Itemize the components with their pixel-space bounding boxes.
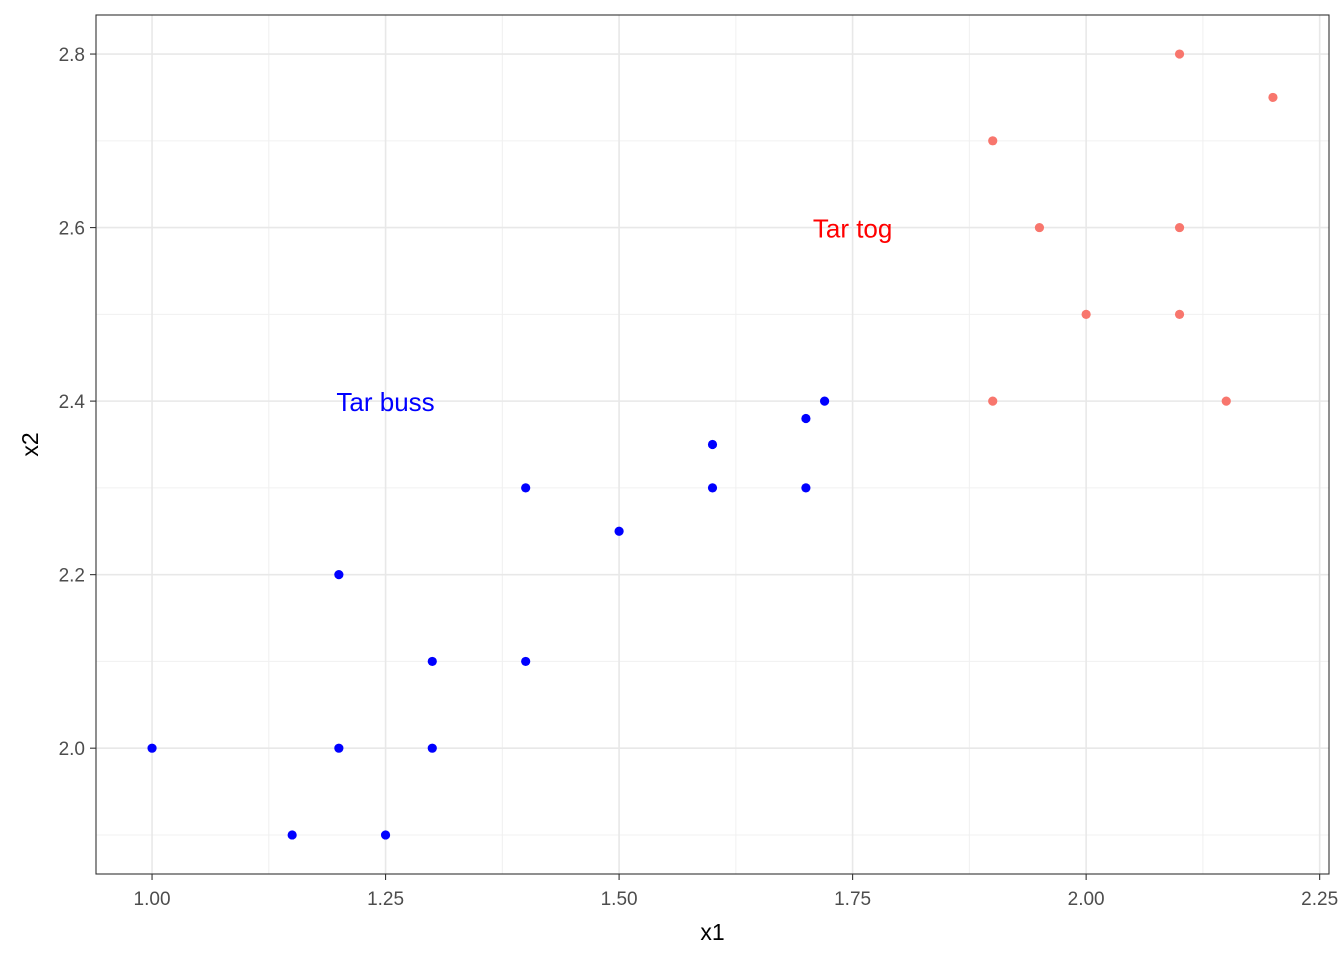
y-axis: 2.0 2.2 2.4 2.6 2.8 [59,45,96,760]
x-tick-label: 1.25 [367,889,404,910]
y-tick-label: 2.0 [59,739,85,760]
x-axis-title: x1 [700,919,724,945]
data-point [334,743,344,753]
y-tick-label: 2.4 [59,392,86,413]
data-point [521,483,531,493]
data-point [147,743,157,753]
y-tick-label: 2.6 [59,219,85,240]
x-tick-label: 2.00 [1068,889,1105,910]
data-point [1174,309,1185,319]
x-tick-label: 1.00 [134,889,171,910]
annotations: Tar buss Tar tog [336,214,892,418]
data-point [1174,222,1185,233]
data-point [334,570,344,580]
data-point [521,656,531,667]
x-tick-label: 1.75 [834,889,871,910]
data-point [1221,396,1231,406]
data-points [147,49,1278,840]
data-point [988,396,998,406]
data-point [1034,222,1045,233]
data-point [801,483,811,493]
data-point [1174,49,1185,59]
data-point [819,396,830,406]
data-point [801,413,811,424]
data-point [427,743,437,753]
x-tick-label: 2.25 [1301,889,1338,910]
data-point [427,656,437,667]
y-tick-label: 2.2 [59,566,85,587]
data-point [1268,92,1278,103]
data-point [1081,309,1091,319]
annotation-label: Tar tog [813,214,893,244]
data-point [988,136,998,146]
annotation-label: Tar buss [336,387,434,417]
data-point [380,830,391,840]
data-point [707,439,718,450]
plot-panel-border [95,14,1330,875]
major-gridlines [96,15,1329,874]
y-axis-title: x2 [17,432,43,456]
minor-gridlines [96,15,1329,874]
x-tick-label: 1.50 [601,889,638,910]
data-point [707,483,718,493]
data-point [287,830,297,840]
data-point [614,526,624,536]
x-axis: 1.00 1.25 1.50 1.75 2.00 2.25 [134,874,1338,910]
y-tick-label: 2.8 [59,45,85,66]
